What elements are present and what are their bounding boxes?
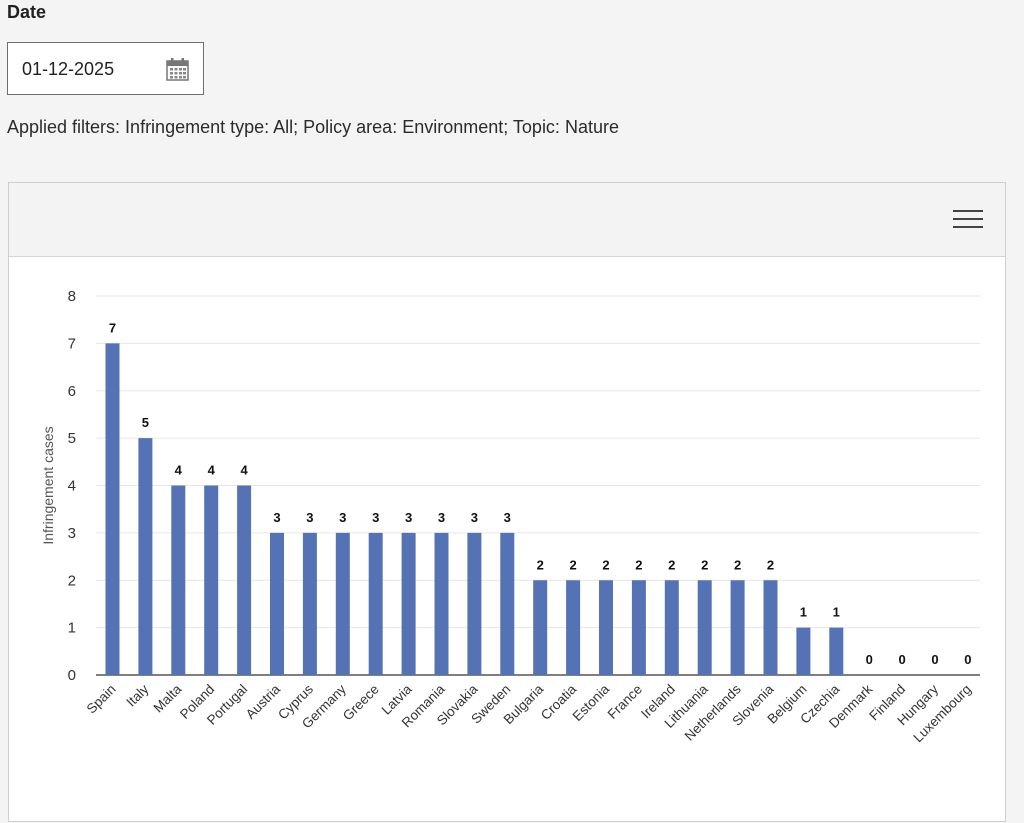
data-label: 2 [569,557,576,572]
bar [566,580,581,675]
y-tick-label: 7 [68,335,76,352]
bar [599,580,613,675]
bar [171,485,186,675]
data-label: 0 [964,652,971,667]
data-label: 7 [109,320,116,335]
data-label: 3 [438,510,445,525]
bar [138,438,153,675]
data-label: 2 [701,557,708,572]
y-tick-label: 4 [68,478,76,495]
y-tick-label: 5 [68,430,76,447]
data-label: 1 [800,605,807,620]
bar [500,532,515,675]
data-label: 2 [537,557,544,572]
data-label: 4 [208,463,216,478]
bar [467,532,482,675]
data-label: 3 [339,510,346,525]
data-label: 3 [372,510,379,525]
bar [204,485,219,675]
data-label: 3 [306,510,313,525]
data-label: 4 [240,463,248,478]
calendar-icon[interactable] [166,57,189,81]
bar [533,580,548,675]
data-label: 1 [833,605,840,620]
bar [730,580,745,675]
y-tick-label: 8 [68,288,76,305]
bar [697,580,712,675]
bar [796,627,811,675]
y-tick-label: 6 [68,383,76,400]
hamburger-menu-icon[interactable] [953,207,985,231]
x-tick-label: Greece [340,682,382,724]
data-label: 3 [405,510,412,525]
data-label: 5 [142,415,149,430]
data-label: 2 [635,557,642,572]
bar [401,532,416,675]
bar [368,532,383,675]
data-label: 2 [668,557,675,572]
bar-chart: 0 1 2 3 4 5 6 7 8 Infringement cases 7 Spain 5 Italy 4… [40,288,980,745]
data-label: 0 [931,652,938,667]
bar [237,485,252,675]
x-tick-label: Italy [123,681,151,709]
bar [105,343,120,675]
data-label: 3 [504,510,511,525]
y-tick-label: 1 [68,620,76,637]
y-tick-label: 2 [68,572,76,589]
data-label: 2 [734,557,741,572]
bar [763,580,778,675]
chart-panel: 0 1 2 3 4 5 6 7 8 Infringement cases 7 Spain 5 Italy 4… [8,182,1006,822]
bar [270,532,284,675]
data-label: 0 [866,652,873,667]
applied-filters-text: Applied filters: Infringement type: All;… [7,117,619,137]
date-label: Date [7,2,47,22]
data-label: 0 [898,652,905,667]
bar [664,580,679,675]
data-label: 4 [175,463,183,478]
y-axis-label: Infringement cases [40,426,56,544]
date-value: 01-12-2025 [22,59,115,79]
y-tick-label: 0 [68,667,76,684]
x-tick-label: Austria [243,681,284,722]
data-label: 3 [471,510,478,525]
x-tick-label: France [605,682,645,722]
date-input[interactable]: 01-12-2025 [7,42,204,95]
data-label: 3 [273,510,280,525]
y-tick-label: 3 [68,525,76,542]
x-tick-label: Spain [84,682,119,717]
bar [434,532,449,675]
data-label: 2 [602,557,609,572]
bar [631,580,646,675]
data-label: 2 [767,557,774,572]
bar [302,532,317,675]
chart-header [9,183,1005,257]
x-tick-label: Estonia [570,681,613,724]
bar [829,627,844,675]
bar [335,532,350,675]
